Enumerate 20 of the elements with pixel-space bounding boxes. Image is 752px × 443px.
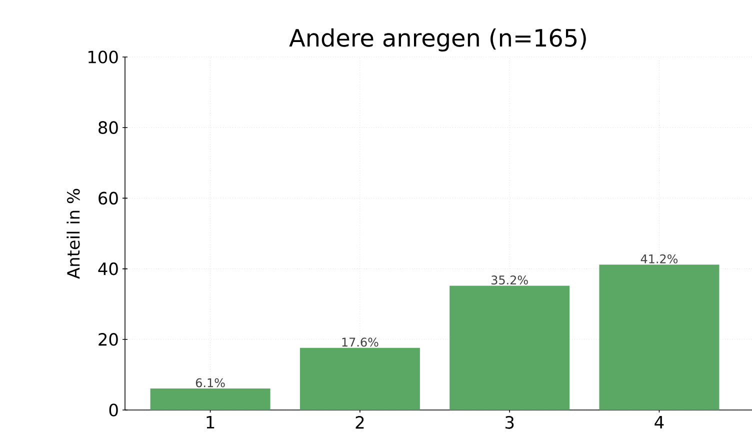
bar (599, 264, 720, 410)
y-tick-label: 40 (98, 262, 118, 276)
bar (300, 348, 420, 410)
y-tick-label: 20 (98, 332, 118, 346)
x-tick-label: 3 (505, 416, 514, 429)
chart-title: Andere anregen (n=165) (289, 28, 586, 52)
data-label: 41.2% (640, 254, 678, 264)
y-axis-title: Anteil in % (66, 188, 80, 279)
bar (450, 286, 570, 410)
data-label: 17.6% (342, 338, 378, 347)
y-tick-label: 80 (98, 121, 118, 134)
y-tick-label: 60 (98, 192, 118, 205)
y-tick-label: 100 (88, 50, 118, 64)
data-label: 6.1% (196, 378, 225, 388)
x-tick-label: 2 (356, 416, 364, 429)
y-tick-label: 0 (109, 404, 118, 416)
x-tick-label: 1 (206, 416, 214, 428)
bar (150, 388, 270, 410)
x-tick-label: 4 (654, 416, 664, 428)
data-label: 35.2% (492, 276, 528, 285)
